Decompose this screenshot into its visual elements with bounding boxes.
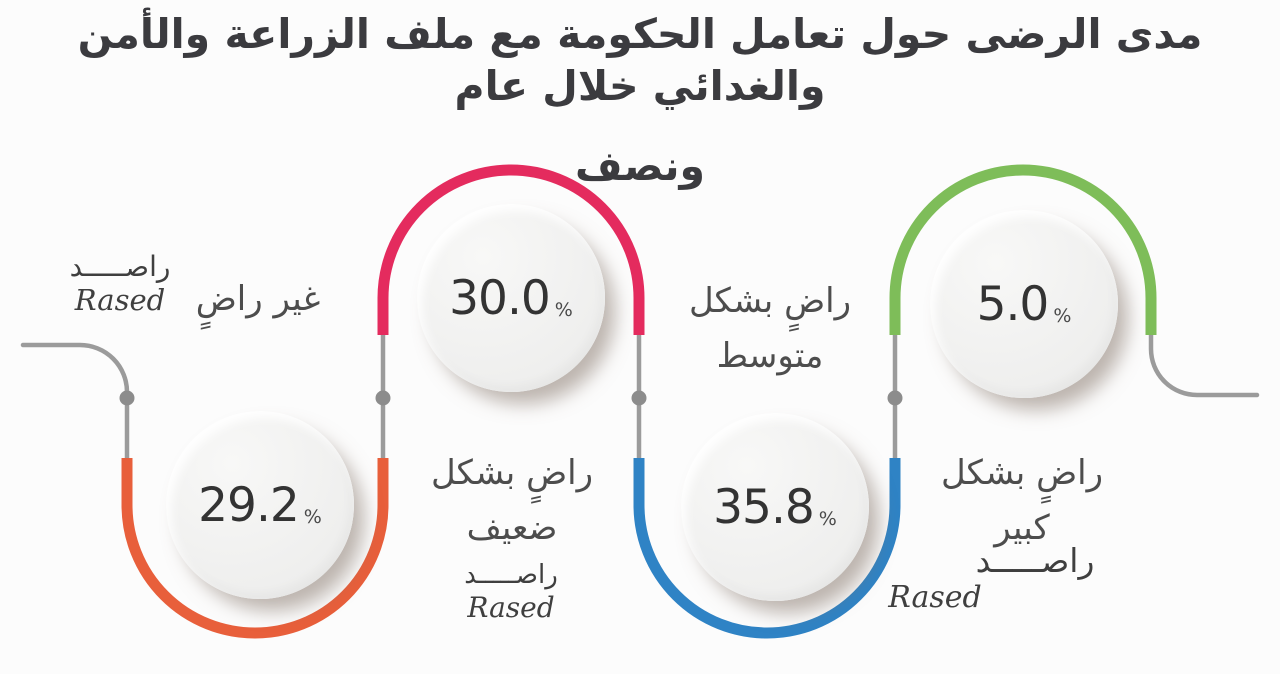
percent-sign: %	[554, 299, 573, 321]
label-line: راضٍ بشكل	[688, 281, 852, 321]
chart-title: مدى الرضى حول تعامل الحكومة مع ملف الزرا…	[0, 8, 1280, 192]
label-line: راضٍ بشكل	[940, 453, 1104, 493]
value-moderately-satisfied: 35.8	[713, 479, 815, 535]
label-weakly-satisfied: راضٍ بشكل ضعيف	[397, 446, 627, 556]
rased-watermark-latin: Rased	[467, 591, 555, 624]
label-line: ضعيف	[466, 508, 559, 548]
value-bubble-not-satisfied: 29.2 %	[166, 411, 354, 599]
value-highly-satisfied: 5.0	[976, 276, 1050, 332]
arc-highly-satisfied	[889, 164, 1157, 335]
label-line: غير راضٍ	[195, 279, 322, 319]
rased-watermark-latin: Rased	[74, 283, 166, 317]
percent-sign: %	[818, 508, 837, 530]
value-weakly-satisfied: 30.0	[449, 270, 551, 326]
connector-dot-4	[887, 390, 903, 406]
rased-watermark-arabic: راصـــــد	[69, 250, 171, 283]
connector-dot-1	[119, 390, 135, 406]
label-moderately-satisfied: راضٍ بشكل متوسط	[655, 274, 885, 384]
connector-dot-2	[375, 390, 391, 406]
value-bubble-highly-satisfied: 5.0 %	[930, 210, 1118, 398]
arc-weakly-satisfied	[377, 164, 645, 335]
value-not-satisfied: 29.2	[198, 477, 300, 533]
rased-watermark: راصـــــد Rased	[52, 250, 188, 316]
rased-watermark: راصـــــد Rased	[445, 558, 577, 624]
arc-moderately-satisfied	[633, 458, 901, 639]
label-line: راضٍ بشكل	[430, 453, 594, 493]
value-bubble-moderately-satisfied: 35.8 %	[681, 413, 869, 601]
chart-title-line1: مدى الرضى حول تعامل الحكومة مع ملف الزرا…	[77, 10, 1204, 110]
label-highly-satisfied: راضٍ بشكل كبير	[907, 446, 1137, 556]
rased-watermark-latin: Rased	[888, 580, 982, 615]
entry-line	[20, 342, 130, 462]
exit-line	[1148, 332, 1260, 398]
percent-sign: %	[1053, 305, 1072, 327]
connector-dot-3	[631, 390, 647, 406]
rased-watermark-arabic: راصـــــد	[975, 541, 1095, 580]
label-line: متوسط	[716, 336, 825, 376]
chart-title-line2: ونصف	[574, 142, 706, 190]
percent-sign: %	[303, 506, 322, 528]
label-not-satisfied: غير راضٍ	[143, 272, 373, 327]
label-line: كبير	[994, 508, 1050, 548]
rased-watermark-arabic: راصـــــد	[464, 560, 558, 590]
value-bubble-weakly-satisfied: 30.0 %	[417, 204, 605, 392]
arc-not-satisfied	[121, 458, 389, 639]
